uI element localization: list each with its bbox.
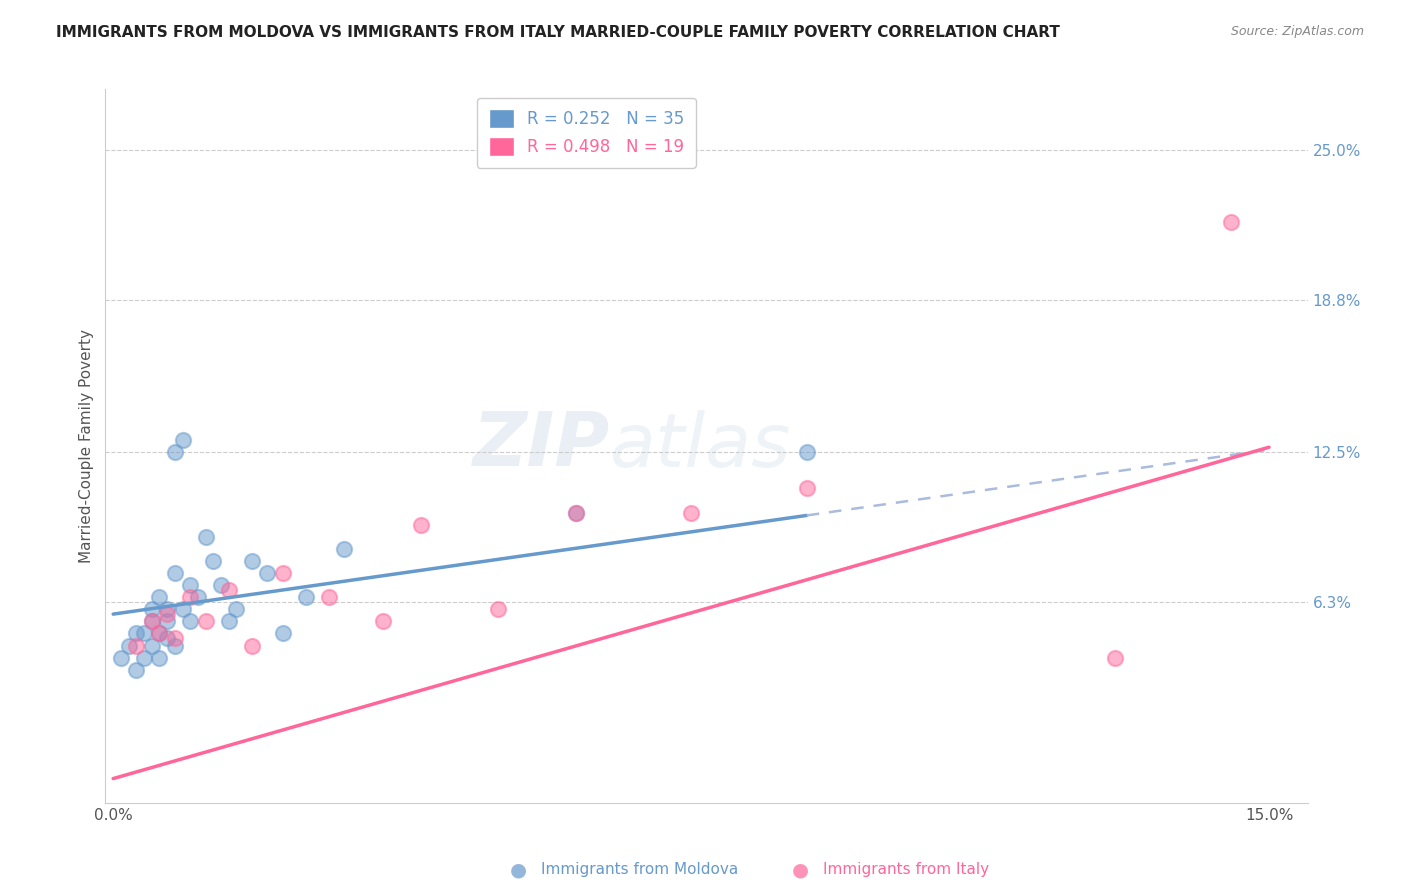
Point xyxy=(148,626,170,640)
Point xyxy=(141,615,163,629)
Point xyxy=(179,615,201,629)
Text: Source: ZipAtlas.com: Source: ZipAtlas.com xyxy=(1230,25,1364,38)
Point xyxy=(110,650,132,665)
Point xyxy=(209,578,232,592)
Point xyxy=(172,433,194,447)
Point xyxy=(156,607,179,621)
Point xyxy=(179,578,201,592)
Text: ●: ● xyxy=(792,860,808,880)
Point xyxy=(564,506,586,520)
Point xyxy=(132,650,155,665)
Point xyxy=(194,615,217,629)
Point xyxy=(318,590,340,604)
Point xyxy=(333,541,356,556)
Point xyxy=(187,590,209,604)
Point xyxy=(163,639,186,653)
Point xyxy=(202,554,225,568)
Point xyxy=(163,445,186,459)
Point xyxy=(681,506,703,520)
Point xyxy=(225,602,247,616)
Text: Immigrants from Italy: Immigrants from Italy xyxy=(823,863,988,877)
Text: Immigrants from Moldova: Immigrants from Moldova xyxy=(541,863,738,877)
Point xyxy=(411,517,433,532)
Point xyxy=(156,632,179,646)
Text: atlas: atlas xyxy=(610,410,792,482)
Point xyxy=(125,663,148,677)
Text: IMMIGRANTS FROM MOLDOVA VS IMMIGRANTS FROM ITALY MARRIED-COUPLE FAMILY POVERTY C: IMMIGRANTS FROM MOLDOVA VS IMMIGRANTS FR… xyxy=(56,25,1060,40)
Point xyxy=(564,506,586,520)
Point xyxy=(132,626,155,640)
Point xyxy=(295,590,318,604)
Point xyxy=(163,632,186,646)
Point xyxy=(156,602,179,616)
Point xyxy=(271,566,294,580)
Text: ZIP: ZIP xyxy=(472,409,610,483)
Point xyxy=(256,566,278,580)
Point xyxy=(371,615,394,629)
Point xyxy=(194,530,217,544)
Point xyxy=(172,602,194,616)
Point xyxy=(125,639,148,653)
Y-axis label: Married-Couple Family Poverty: Married-Couple Family Poverty xyxy=(79,329,94,563)
Point xyxy=(796,481,818,495)
Legend: R = 0.252   N = 35, R = 0.498   N = 19: R = 0.252 N = 35, R = 0.498 N = 19 xyxy=(477,97,696,168)
Point xyxy=(1219,215,1241,229)
Text: ●: ● xyxy=(510,860,527,880)
Point xyxy=(240,554,263,568)
Point xyxy=(141,615,163,629)
Point xyxy=(1104,650,1126,665)
Point xyxy=(148,626,170,640)
Point xyxy=(148,590,170,604)
Point xyxy=(240,639,263,653)
Point xyxy=(163,566,186,580)
Point xyxy=(141,639,163,653)
Point xyxy=(218,615,240,629)
Point xyxy=(125,626,148,640)
Point xyxy=(488,602,510,616)
Point xyxy=(148,650,170,665)
Point xyxy=(117,639,139,653)
Point xyxy=(141,602,163,616)
Point xyxy=(179,590,201,604)
Point xyxy=(796,445,818,459)
Point xyxy=(156,615,179,629)
Point xyxy=(271,626,294,640)
Point xyxy=(218,582,240,597)
